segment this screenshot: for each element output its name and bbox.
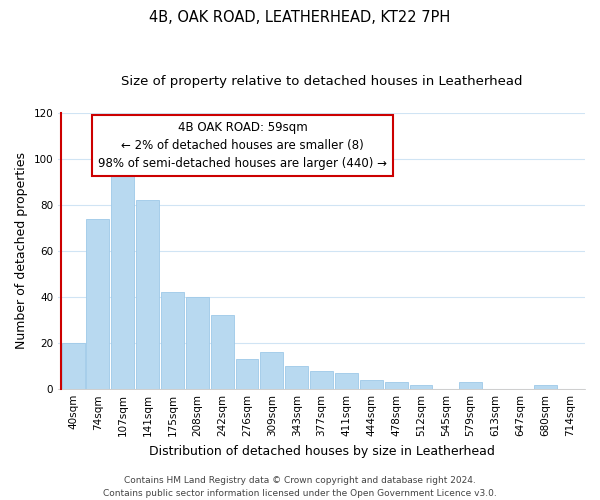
Bar — [286, 366, 308, 389]
Text: Contains HM Land Registry data © Crown copyright and database right 2024.
Contai: Contains HM Land Registry data © Crown c… — [103, 476, 497, 498]
Text: 4B OAK ROAD: 59sqm
← 2% of detached houses are smaller (8)
98% of semi-detached : 4B OAK ROAD: 59sqm ← 2% of detached hous… — [98, 121, 387, 170]
Title: Size of property relative to detached houses in Leatherhead: Size of property relative to detached ho… — [121, 75, 523, 88]
Y-axis label: Number of detached properties: Number of detached properties — [15, 152, 28, 350]
Bar — [161, 292, 184, 389]
Bar — [236, 359, 259, 389]
Bar — [335, 373, 358, 389]
Bar — [186, 297, 209, 389]
Bar — [112, 156, 134, 389]
Bar — [86, 218, 109, 389]
Bar — [62, 343, 85, 389]
X-axis label: Distribution of detached houses by size in Leatherhead: Distribution of detached houses by size … — [149, 444, 494, 458]
Bar — [534, 384, 557, 389]
Bar — [459, 382, 482, 389]
Bar — [260, 352, 283, 389]
Bar — [385, 382, 407, 389]
Bar — [136, 200, 159, 389]
Bar — [310, 371, 333, 389]
Text: 4B, OAK ROAD, LEATHERHEAD, KT22 7PH: 4B, OAK ROAD, LEATHERHEAD, KT22 7PH — [149, 10, 451, 25]
Bar — [211, 316, 233, 389]
Bar — [360, 380, 383, 389]
Bar — [410, 384, 433, 389]
